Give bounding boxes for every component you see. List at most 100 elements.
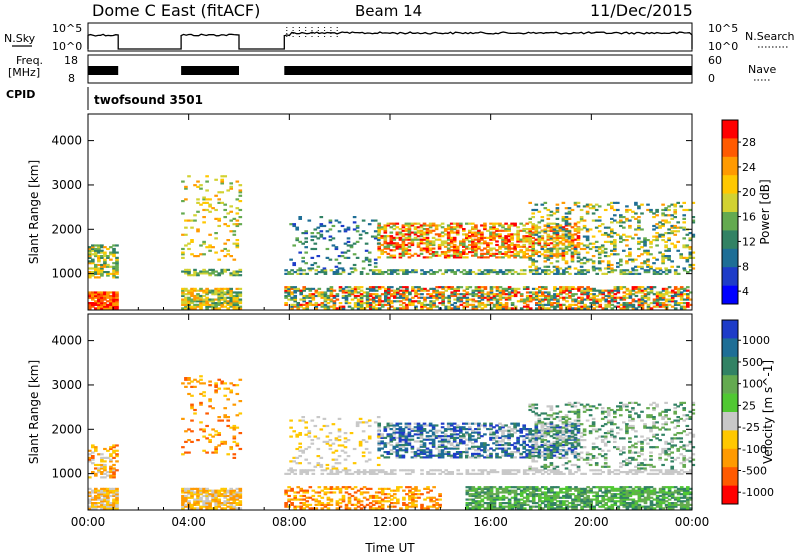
heatmap-cell	[471, 303, 476, 306]
heatmap-cell	[689, 269, 693, 272]
heatmap-cell	[325, 247, 330, 251]
heatmap-cell	[112, 302, 116, 305]
heatmap-cell	[552, 226, 557, 229]
heatmap-cell	[88, 253, 92, 256]
heatmap-cell	[232, 300, 237, 303]
heatmap-cell	[232, 496, 237, 499]
heatmap-cell	[649, 486, 654, 489]
heatmap-cell	[202, 394, 206, 397]
heatmap-cell	[501, 469, 506, 472]
heatmap-cell	[525, 287, 530, 290]
heatmap-cell	[547, 307, 551, 310]
heatmap-cell	[573, 244, 578, 247]
heatmap-cell	[341, 296, 346, 299]
heatmap-cell	[373, 258, 378, 261]
heatmap-cell	[559, 502, 563, 505]
heatmap-cell	[377, 256, 382, 259]
heatmap-cell	[97, 269, 101, 272]
heatmap-cell	[293, 289, 298, 292]
heatmap-cell	[353, 302, 358, 305]
heatmap-cell	[214, 307, 218, 310]
heatmap-cell	[112, 293, 116, 296]
heatmap-cell	[553, 496, 557, 499]
heatmap-cell	[510, 294, 515, 298]
heatmap-cell	[544, 500, 548, 503]
heatmap-cell	[643, 296, 648, 299]
heatmap-cell	[622, 489, 627, 492]
heatmap-cell	[528, 256, 533, 259]
heatmap-cell	[519, 494, 524, 498]
heatmap-cell	[181, 503, 185, 506]
heatmap-cell	[492, 505, 497, 508]
heatmap-cell	[356, 302, 361, 305]
heatmap-cell	[531, 500, 536, 503]
heatmap-cell	[181, 489, 185, 492]
heatmap-cell	[456, 300, 461, 303]
heatmap-cell	[208, 291, 212, 294]
heatmap-cell	[305, 500, 310, 503]
heatmap-cell	[305, 294, 310, 298]
heatmap-cell	[103, 456, 107, 459]
heatmap-cell	[310, 232, 315, 235]
heatmap-cell	[667, 502, 672, 505]
heatmap-cell	[531, 293, 536, 296]
heatmap-cell	[595, 294, 600, 298]
heatmap-cell	[667, 486, 672, 489]
heatmap-cell	[440, 251, 445, 254]
heatmap-cell	[190, 380, 194, 383]
heatmap-cell	[474, 502, 479, 505]
heatmap-cell	[220, 298, 225, 301]
heatmap-cell	[619, 494, 624, 498]
heatmap-cell	[486, 291, 491, 294]
heatmap-cell	[586, 289, 590, 292]
heatmap-cell	[592, 296, 596, 299]
heatmap-cell	[673, 226, 678, 229]
heatmap-cell	[320, 293, 325, 296]
heatmap-cell	[471, 305, 476, 308]
heatmap-cell	[214, 489, 218, 492]
heatmap-cell	[356, 498, 361, 501]
heatmap-cell	[449, 236, 454, 239]
heatmap-cell	[94, 272, 98, 275]
heatmap-cell	[528, 294, 533, 298]
heatmap-cell	[390, 286, 394, 289]
heatmap-cell	[471, 298, 476, 301]
heatmap-cell	[604, 289, 609, 292]
heatmap-cell	[586, 307, 590, 310]
heatmap-cell	[235, 305, 240, 308]
heatmap-cell	[299, 489, 304, 492]
heatmap-cell	[549, 242, 554, 245]
heatmap-cell	[528, 238, 533, 241]
heatmap-cell	[334, 258, 339, 261]
heatmap-cell	[565, 493, 569, 496]
heatmap-cell	[453, 287, 458, 290]
heatmap-cell	[507, 228, 511, 231]
heatmap-cell	[661, 303, 666, 306]
heatmap-cell	[535, 293, 539, 296]
freq-unit: [MHz]	[8, 66, 40, 79]
heatmap-cell	[658, 221, 662, 224]
heatmap-cell	[426, 496, 430, 499]
heatmap-cell	[205, 296, 209, 299]
heatmap-cell	[103, 258, 107, 261]
heatmap-cell	[347, 305, 352, 308]
heatmap-cell	[407, 231, 412, 234]
heatmap-cell	[100, 476, 104, 479]
heatmap-cell	[359, 493, 364, 496]
heatmap-cell	[447, 296, 452, 299]
heatmap-cell	[673, 244, 678, 247]
heatmap-cell	[631, 216, 635, 219]
heatmap-cell	[109, 300, 113, 303]
heatmap-cell	[591, 267, 596, 270]
heatmap-cell	[622, 307, 627, 310]
heatmap-cell	[190, 274, 194, 277]
heatmap-cell	[610, 489, 615, 492]
heatmap-cell	[495, 471, 500, 474]
heatmap-cell	[555, 233, 560, 236]
heatmap-cell	[631, 489, 636, 492]
heatmap-cell	[423, 498, 427, 501]
heatmap-cell	[568, 496, 572, 499]
heatmap-cell	[564, 245, 569, 248]
heatmap-cell	[477, 269, 482, 272]
nsearch-tick-top: 10^5	[708, 22, 738, 35]
